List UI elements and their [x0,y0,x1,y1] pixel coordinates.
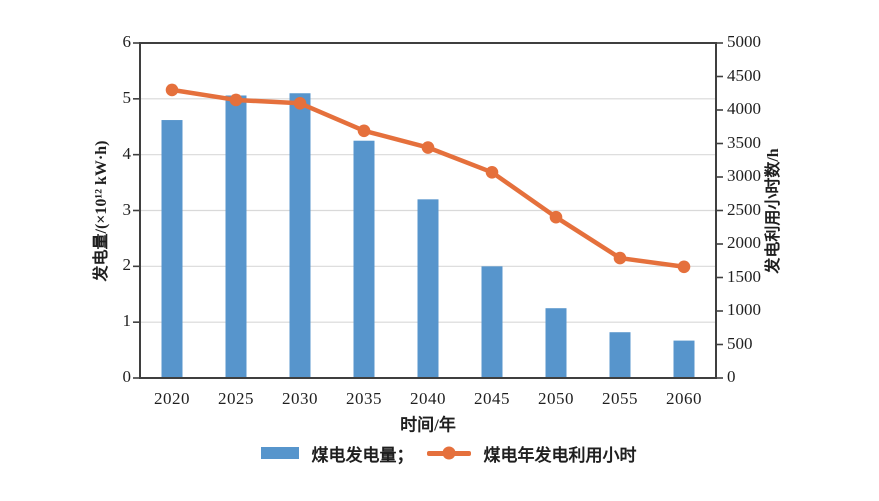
bar [353,140,375,378]
left-axis-tick-label: 3 [122,199,132,219]
right-axis-tick-label: 5000 [727,32,761,51]
left-axis-tick-label: 2 [122,255,132,275]
bar [289,93,311,378]
right-axis-title: 发电利用小时数/h [765,148,782,274]
left-axis-tick-label: 1 [122,311,132,331]
right-axis-tick-label: 0 [727,367,736,386]
legend-bar-swatch-icon [260,447,299,459]
left-axis-tick-label: 4 [122,143,132,163]
legend-bar-label: 煤电发电量； [311,445,414,465]
x-axis-tick-label: 2035 [346,389,382,408]
x-axis-tick-label: 2050 [538,389,574,408]
left-axis-tick-label: 0 [122,367,132,386]
line-marker-icon [613,251,627,265]
right-axis-tick-label: 1000 [727,300,761,319]
line-marker-icon [293,97,307,110]
x-axis-tick-label: 2020 [154,389,190,408]
bar [417,199,439,378]
bar [161,120,183,379]
right-axis-tick-label: 3000 [727,166,761,185]
line-marker-icon [421,141,435,154]
legend-line-marker-icon [442,446,455,460]
line-marker-icon [677,260,691,274]
x-axis-title: 时间/年 [400,415,456,435]
legend-line-label: 煤电年发电利用小时 [483,445,637,465]
x-axis-tick-label: 2055 [602,389,638,408]
bar [545,308,567,378]
line-marker-icon [357,124,371,138]
right-axis-tick-label: 2500 [727,199,761,219]
bar [673,340,695,378]
legend: 煤电发电量； 煤电年发电利用小时 [18,441,879,465]
x-axis-tick-label: 2025 [218,389,254,408]
right-axis-tick-label: 1500 [727,266,761,286]
right-axis-tick-label: 4000 [727,99,761,118]
legend-line-swatch-icon [426,446,471,460]
left-axis-title: 发电量/(×10¹² kW·h) [93,140,110,282]
right-axis-tick-label: 4500 [727,65,761,85]
bar [225,95,247,378]
x-axis-tick-label: 2060 [666,389,702,408]
bar [481,266,503,378]
x-axis-tick-label: 2030 [282,389,318,408]
x-axis-tick-label: 2040 [410,389,446,408]
line-marker-icon [165,83,179,97]
left-axis-tick-label: 6 [122,32,132,51]
right-axis-tick-label: 2000 [727,233,761,252]
x-axis-tick-label: 2045 [474,389,510,408]
right-axis-tick-label: 500 [727,333,753,353]
right-axis-tick-label: 3500 [727,132,761,152]
line-marker-icon [485,166,499,179]
line-marker-icon [549,210,563,224]
left-axis-tick-label: 5 [122,87,132,107]
bar [609,332,631,378]
line-marker-icon [229,93,243,107]
